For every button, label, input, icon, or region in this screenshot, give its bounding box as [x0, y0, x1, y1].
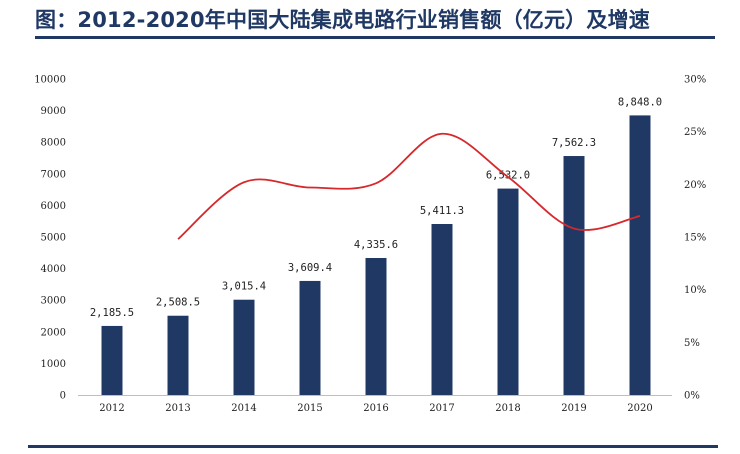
bar-2019 — [563, 156, 585, 395]
x-tick-2019: 2019 — [561, 403, 586, 414]
growth-line-series — [177, 132, 641, 240]
data-label-2013: 2,508.5 — [156, 297, 200, 309]
right-tick-5%: 5% — [684, 338, 700, 349]
right-y-axis-ticks: 0% 5% 10% 15% 20% 25% 30% — [684, 75, 706, 402]
bar-2013 — [167, 315, 189, 395]
title-underline — [35, 36, 715, 39]
x-tick-2012: 2012 — [99, 403, 124, 414]
bar-2018 — [497, 188, 519, 395]
x-tick-2016: 2016 — [363, 403, 388, 414]
left-tick-2000: 2000 — [41, 327, 66, 338]
left-tick-3000: 3000 — [41, 296, 66, 307]
data-label-2016: 4,335.6 — [354, 239, 398, 251]
right-tick-10%: 10% — [684, 285, 706, 296]
data-label-2017: 5,411.3 — [420, 205, 464, 217]
data-label-2018: 6,532.0 — [486, 170, 530, 182]
x-tick-2018: 2018 — [495, 403, 520, 414]
x-tick-2015: 2015 — [297, 403, 322, 414]
left-tick-8000: 8000 — [41, 138, 66, 149]
footer-rule — [28, 445, 718, 448]
right-tick-0%: 0% — [684, 391, 700, 402]
right-tick-25%: 25% — [684, 127, 706, 138]
bar-2016 — [365, 257, 387, 395]
x-axis-ticks: 2012 2013 2014 2015 2016 2017 2018 2019 2020 — [99, 403, 652, 414]
right-tick-15%: 15% — [684, 233, 706, 244]
left-tick-7000: 7000 — [41, 169, 66, 180]
bar-2017 — [431, 224, 453, 395]
left-tick-4000: 4000 — [41, 264, 66, 275]
right-tick-20%: 20% — [684, 180, 706, 191]
bar-series — [101, 115, 651, 395]
left-tick-6000: 6000 — [41, 201, 66, 212]
bar-2015 — [299, 280, 321, 395]
x-tick-2020: 2020 — [627, 403, 652, 414]
data-label-2014: 3,015.4 — [222, 281, 266, 293]
x-tick-2013: 2013 — [165, 403, 190, 414]
left-tick-10000: 10000 — [34, 75, 66, 86]
right-tick-30%: 30% — [684, 75, 706, 86]
data-label-2012: 2,185.5 — [90, 307, 134, 319]
left-tick-9000: 9000 — [41, 106, 66, 117]
bar-data-labels: 2,185.5 2,508.5 3,015.4 3,609.4 4,335.6 5,411… — [90, 96, 662, 319]
bar-2014 — [233, 299, 255, 395]
data-label-2019: 7,562.3 — [552, 137, 596, 149]
left-tick-5000: 5000 — [41, 233, 66, 244]
left-tick-1000: 1000 — [41, 359, 66, 370]
left-y-axis-ticks: 0 1000 2000 3000 4000 5000 6000 7000 8000 9000 100… — [34, 75, 66, 402]
bar-2020 — [629, 115, 651, 395]
x-tick-2014: 2014 — [231, 403, 256, 414]
data-label-2015: 3,609.4 — [288, 262, 332, 274]
chart-title: 图：2012-2020年中国大陆集成电路行业销售额（亿元）及增速 — [35, 8, 651, 32]
data-label-2020: 8,848.0 — [618, 96, 662, 108]
x-tick-2017: 2017 — [429, 403, 454, 414]
growth-line — [177, 132, 641, 240]
left-tick-0: 0 — [60, 391, 66, 402]
bar-2012 — [101, 325, 123, 395]
